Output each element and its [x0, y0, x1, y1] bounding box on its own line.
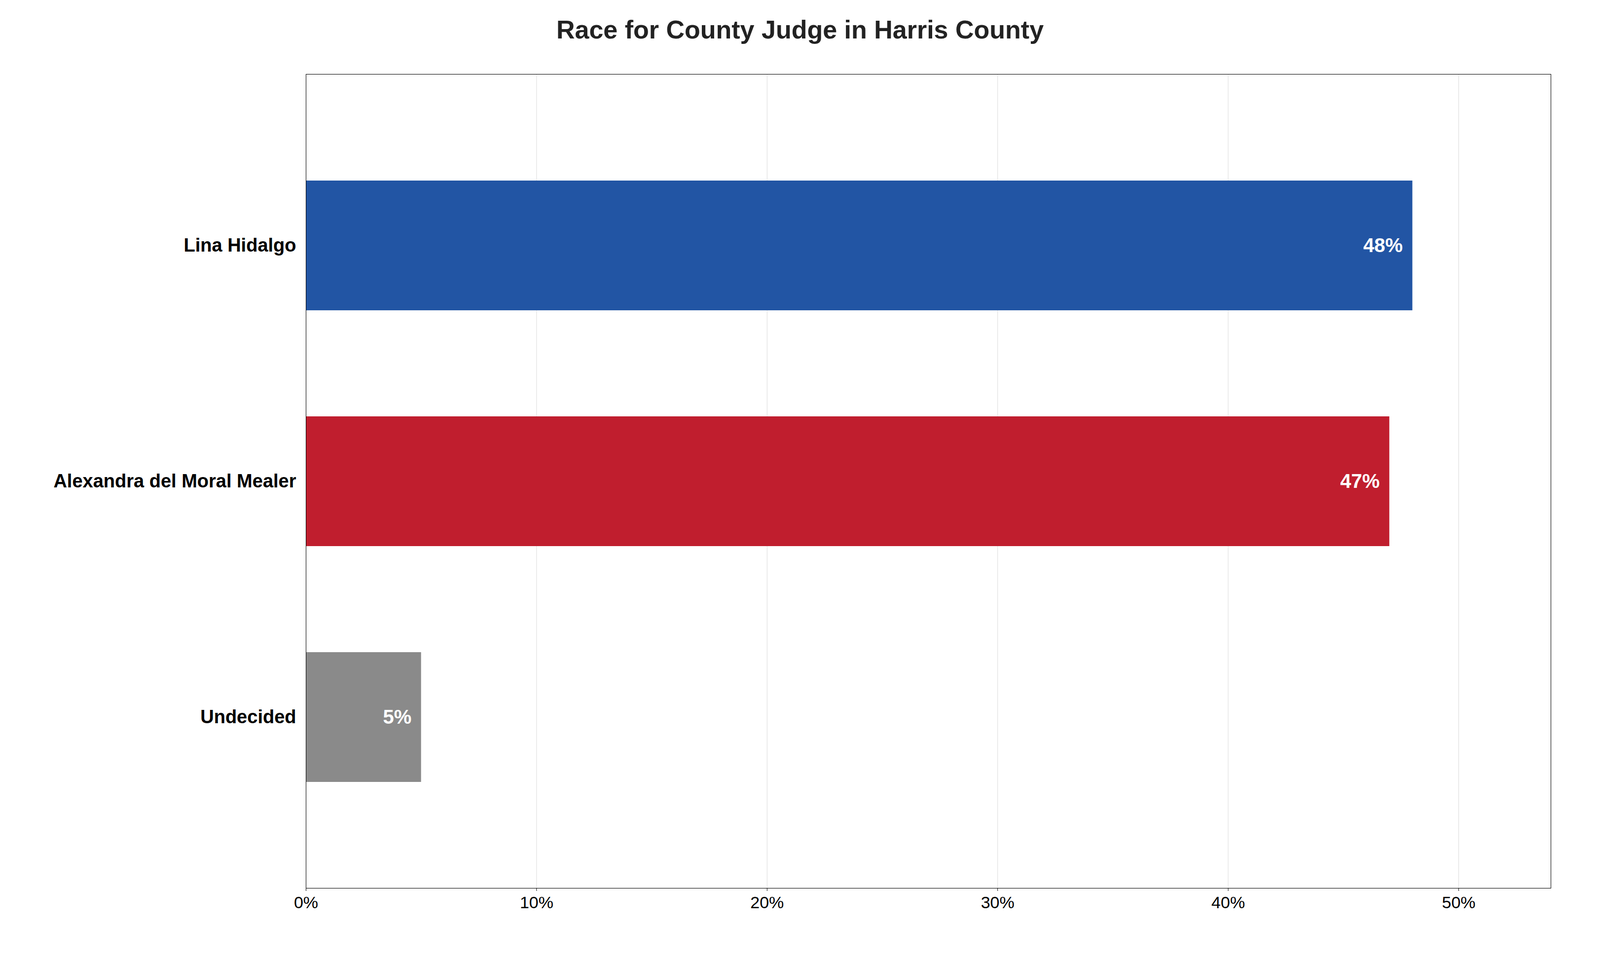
- svg-text:50%: 50%: [1442, 892, 1476, 912]
- html-text:Race for County Judge in Harri: Race for County Judge in Harris County: [556, 15, 1044, 44]
- svg-text:Alexandra del Moral Mealer: Alexandra del Moral Mealer: [53, 470, 296, 492]
- svg-text:10%: 10%: [519, 892, 554, 912]
- svg-text:47%: 47%: [1340, 470, 1380, 492]
- svg-text:30%: 30%: [981, 892, 1015, 912]
- svg-text:40%: 40%: [1211, 892, 1245, 912]
- svg-text:48%: 48%: [1363, 234, 1403, 256]
- svg-text:Lina Hidalgo: Lina Hidalgo: [183, 234, 297, 256]
- svg-text:0%: 0%: [293, 892, 319, 912]
- svg-text:20%: 20%: [750, 892, 784, 912]
- svg-text:Undecided: Undecided: [200, 706, 296, 728]
- svg-text:5%: 5%: [382, 705, 412, 728]
